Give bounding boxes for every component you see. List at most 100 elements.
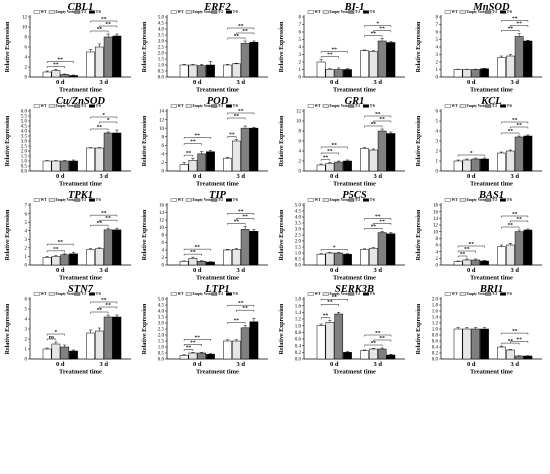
significance-label: ** bbox=[379, 26, 385, 32]
bar bbox=[51, 256, 61, 266]
significance-bracket bbox=[183, 143, 202, 146]
y-tick-label: 3.0 bbox=[158, 322, 165, 327]
y-tick-label: 0.5 bbox=[158, 70, 165, 75]
y-tick-label: 5.0 bbox=[158, 298, 165, 303]
significance-label: ** bbox=[379, 335, 385, 341]
significance-bracket bbox=[236, 32, 255, 35]
y-axis-label: Relative Expression bbox=[5, 115, 11, 166]
bar bbox=[42, 348, 52, 360]
bar bbox=[179, 64, 189, 78]
significance-label: ** bbox=[234, 219, 240, 225]
y-tick-label: 1.8 bbox=[432, 304, 439, 309]
significance-bracket bbox=[99, 306, 118, 309]
x-tick-label: 3 d bbox=[99, 361, 108, 368]
y-tick-label: 1.0 bbox=[295, 252, 302, 257]
significance-label: ** bbox=[460, 251, 466, 257]
y-tick-label: 16 bbox=[159, 204, 165, 209]
y-tick-label: 0.0 bbox=[158, 76, 165, 81]
legend-swatch bbox=[211, 292, 218, 296]
significance-label: ** bbox=[371, 121, 377, 127]
legend-label: Empty Vectors bbox=[193, 292, 216, 296]
y-tick-label: 0 bbox=[25, 76, 28, 81]
bar bbox=[197, 261, 207, 266]
significance-label: ** bbox=[379, 116, 385, 122]
bar bbox=[343, 253, 352, 266]
x-tick-label: 0 d bbox=[330, 79, 339, 86]
bar bbox=[60, 346, 70, 360]
y-tick-label: 1 bbox=[436, 160, 439, 165]
legend-label: WT bbox=[41, 198, 48, 202]
legend-swatch bbox=[211, 10, 218, 14]
bar bbox=[471, 69, 481, 78]
bar bbox=[386, 233, 396, 266]
y-tick-label: 4.0 bbox=[158, 310, 165, 315]
legend-label: T-2 bbox=[81, 10, 86, 14]
legend-swatch bbox=[211, 198, 218, 202]
y-tick-label: 1.0 bbox=[21, 160, 28, 165]
bar bbox=[51, 160, 61, 172]
y-tick-label: 1.2 bbox=[432, 322, 439, 327]
y-tick-label: 3.5 bbox=[158, 316, 165, 321]
x-tick-label: 0 d bbox=[467, 79, 476, 86]
y-axis-label: Relative Expression bbox=[142, 303, 148, 354]
significance-label: ** bbox=[97, 221, 103, 227]
bar bbox=[69, 350, 78, 360]
bar bbox=[471, 158, 481, 172]
legend-swatch bbox=[444, 292, 451, 296]
chart-panel: SERK3B Relative Expression 0.0 0.2 0.40.6 0.8… bbox=[279, 284, 405, 376]
y-tick-label: 1.5 bbox=[21, 155, 28, 160]
significance-bracket bbox=[364, 218, 392, 220]
significance-label: ** bbox=[332, 47, 338, 53]
legend-swatch bbox=[307, 292, 314, 296]
y-axis-label: Relative Expression bbox=[279, 209, 285, 260]
y-tick-label: 2 bbox=[299, 160, 302, 165]
significance-label: ** bbox=[375, 111, 381, 117]
legend-label: WT bbox=[315, 104, 322, 108]
bar bbox=[94, 46, 104, 78]
legend-swatch bbox=[322, 10, 329, 14]
y-tick-label: 3.0 bbox=[158, 40, 165, 45]
legend-swatch bbox=[307, 198, 314, 202]
y-tick-label: 8 bbox=[436, 237, 439, 242]
significance-bracket bbox=[227, 112, 255, 115]
significance-label: ** bbox=[516, 122, 522, 128]
significance-label: ** bbox=[186, 345, 192, 351]
significance-label: ** bbox=[238, 301, 244, 307]
significance-bracket bbox=[46, 243, 74, 246]
bar bbox=[514, 136, 524, 172]
bar bbox=[240, 43, 250, 78]
y-axis-label: Relative Expression bbox=[279, 115, 285, 166]
y-tick-label: 8 bbox=[299, 16, 302, 21]
y-tick-label: 18 bbox=[433, 204, 439, 209]
bar bbox=[334, 161, 344, 172]
y-axis-label: Relative Expression bbox=[279, 303, 285, 354]
y-tick-label: 3.0 bbox=[21, 140, 28, 145]
x-tick-label: 3 d bbox=[373, 173, 382, 180]
legend-label: T-2 bbox=[218, 198, 223, 202]
y-tick-label: 0.8 bbox=[295, 331, 302, 336]
significance-bracket bbox=[501, 215, 529, 218]
significance-label: ** bbox=[234, 33, 240, 39]
bar bbox=[360, 249, 369, 266]
significance-bracket bbox=[99, 219, 118, 222]
bar bbox=[480, 328, 489, 360]
chart-title: BAS1 bbox=[478, 190, 504, 201]
y-tick-label: 6 bbox=[25, 46, 28, 51]
significance-label: ** bbox=[371, 224, 377, 230]
y-tick-label: 4 bbox=[162, 153, 165, 158]
significance-bracket bbox=[373, 30, 392, 33]
bar bbox=[249, 231, 259, 266]
legend-label: Empty Vectors bbox=[56, 292, 79, 296]
significance-label: ** bbox=[97, 307, 103, 313]
legend-label: WT bbox=[452, 198, 459, 202]
legend-label: WT bbox=[315, 292, 322, 296]
legend-swatch bbox=[48, 198, 55, 202]
y-axis-label: Relative Expression bbox=[416, 115, 422, 166]
significance-bracket bbox=[320, 146, 348, 149]
y-tick-label: 1.8 bbox=[295, 298, 302, 303]
legend-swatch bbox=[485, 292, 492, 296]
bar bbox=[334, 252, 344, 266]
y-tick-label: 0 bbox=[162, 170, 165, 175]
chart-panel: BI-1 Relative Expression 0 1 2 3 4 5 6 7 8 0 d 3 dTr… bbox=[279, 2, 405, 94]
y-tick-label: 0.8 bbox=[432, 334, 439, 339]
